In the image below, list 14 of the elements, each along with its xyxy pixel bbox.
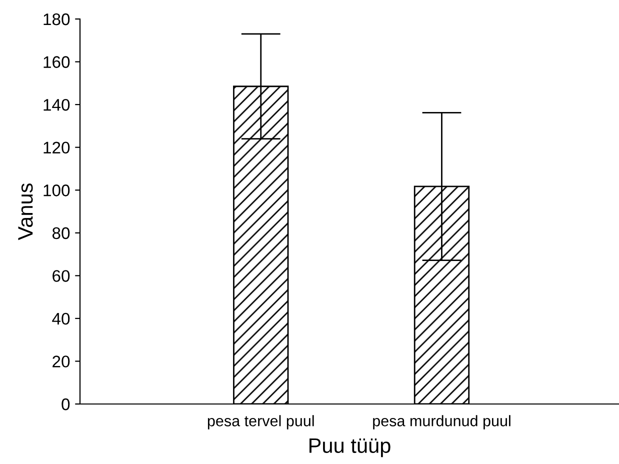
y-tick-label: 140 bbox=[44, 98, 70, 111]
x-axis-title: Puu tüüp bbox=[310, 438, 390, 458]
y-tick-label: 100 bbox=[44, 184, 70, 196]
x-tick-label: pesa murdunud puul bbox=[373, 415, 510, 430]
y-axis-title: Vanus bbox=[18, 183, 33, 240]
y-tick-label: 40 bbox=[52, 312, 70, 325]
y-tick-label: 0 bbox=[62, 398, 70, 410]
y-tick-label: 160 bbox=[44, 56, 70, 68]
x-tick-label: pesa tervel puul bbox=[208, 415, 314, 430]
y-tick-label: 180 bbox=[44, 13, 70, 26]
y-tick-label: 20 bbox=[52, 356, 70, 368]
y-tick-label: 60 bbox=[52, 270, 70, 282]
y-tick-label: 120 bbox=[44, 142, 70, 154]
y-tick-label: 80 bbox=[52, 227, 70, 240]
